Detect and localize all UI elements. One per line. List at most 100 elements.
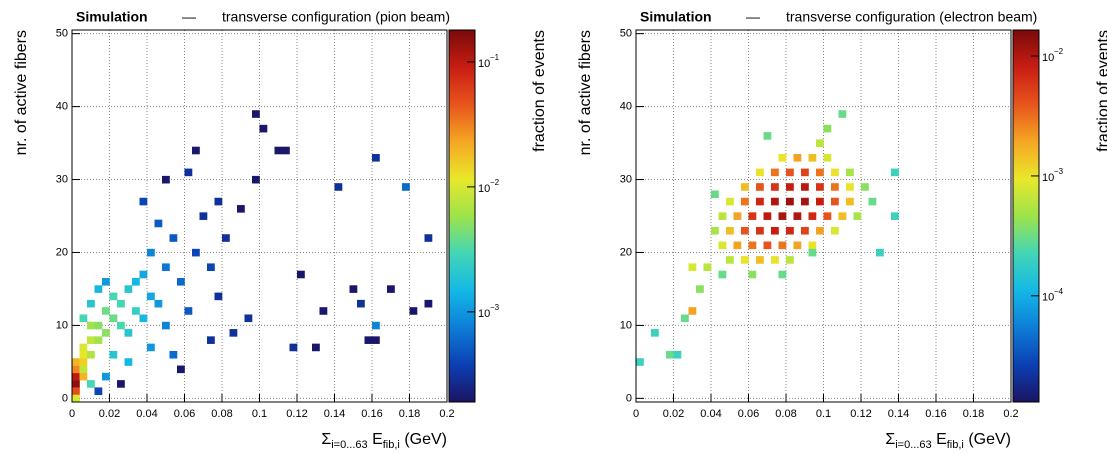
z-tick-label: 10 <box>478 183 490 195</box>
y-tick-label: 50 <box>56 28 68 40</box>
cell <box>372 154 380 162</box>
x-label-part: E <box>932 431 947 448</box>
x-label-subscript: fib,i <box>947 439 964 451</box>
x-label-part: Σ <box>885 431 895 448</box>
cell <box>786 226 794 235</box>
y-tick-label: 0 <box>626 392 632 404</box>
x-label-subscript: i=0...63 <box>895 439 931 451</box>
title-tag: Simulation <box>76 9 148 25</box>
cell <box>771 168 779 177</box>
cell <box>222 234 230 242</box>
cell <box>154 219 163 228</box>
cell <box>778 154 787 162</box>
cell <box>831 168 839 177</box>
cell <box>409 307 418 315</box>
cell <box>868 197 877 206</box>
y-tick-label: 40 <box>620 100 632 112</box>
x-tick-label: 0.06 <box>174 408 195 420</box>
cell <box>79 314 88 323</box>
cell <box>184 168 193 177</box>
cell <box>94 321 103 330</box>
color-bar <box>448 29 476 403</box>
cell <box>79 350 88 359</box>
cell <box>801 226 809 235</box>
cell <box>124 358 133 366</box>
cell <box>831 197 839 206</box>
cell <box>756 183 764 191</box>
cell <box>816 168 824 177</box>
cell <box>357 299 365 308</box>
cell <box>838 110 847 118</box>
x-tick-label: 0.1 <box>252 408 267 420</box>
x-tick-label: 0.08 <box>211 408 232 420</box>
cell <box>117 380 125 388</box>
cell <box>808 241 817 250</box>
cell <box>748 270 757 279</box>
cell <box>72 372 80 381</box>
x-tick-label: 0.18 <box>963 408 984 420</box>
cell <box>688 307 697 315</box>
cell <box>117 299 125 308</box>
cell <box>741 197 749 206</box>
cell <box>87 299 95 308</box>
z-tick-exponent: −3 <box>490 303 500 312</box>
x-tick-label: 0.14 <box>324 408 345 420</box>
cell <box>229 329 238 337</box>
cell <box>756 256 764 264</box>
cell <box>102 372 110 381</box>
cell <box>786 183 794 191</box>
cell <box>681 314 689 323</box>
cell <box>816 139 824 148</box>
cell <box>154 299 163 308</box>
z-tick-label: 10 <box>1042 172 1054 184</box>
cell <box>771 256 779 264</box>
cell <box>891 212 899 220</box>
cell <box>162 263 170 272</box>
x-tick-label: 0.12 <box>286 408 307 420</box>
cell <box>94 387 103 396</box>
y-tick-label: 10 <box>620 319 632 331</box>
cell <box>718 241 727 250</box>
title-separator: — <box>182 9 196 25</box>
cell <box>771 197 779 206</box>
z-tick-label: 10 <box>478 308 490 320</box>
z-tick-label: 10 <box>1042 52 1054 64</box>
z-axis-label: fraction of events <box>1095 30 1107 152</box>
cell <box>169 350 178 359</box>
cell <box>139 197 148 206</box>
y-tick-label: 40 <box>56 100 68 112</box>
cell <box>853 212 862 220</box>
cell <box>726 197 734 206</box>
cell <box>741 226 749 235</box>
cell <box>132 278 140 286</box>
cell <box>778 241 787 250</box>
cell <box>816 226 824 235</box>
x-tick-label: 0.08 <box>775 408 796 420</box>
cell <box>786 168 794 177</box>
cell <box>823 154 832 162</box>
x-tick-label: 0.16 <box>361 408 382 420</box>
cell <box>274 146 283 155</box>
cell <box>372 336 380 344</box>
cell <box>801 197 809 206</box>
cell <box>79 343 88 352</box>
cell <box>102 307 110 315</box>
cell <box>207 336 215 344</box>
cell <box>87 350 95 359</box>
cell <box>79 365 88 374</box>
cell <box>102 329 110 337</box>
cell <box>831 183 839 191</box>
cell <box>771 183 779 191</box>
cell <box>673 350 682 359</box>
z-tick-label: 10 <box>1042 292 1054 304</box>
cell <box>846 168 854 177</box>
cell <box>816 183 824 191</box>
cell <box>162 321 170 330</box>
cell <box>387 285 395 293</box>
cell <box>372 321 380 330</box>
cell <box>793 212 802 220</box>
cell <box>718 212 727 220</box>
cell <box>102 278 110 286</box>
x-tick-label: 0.2 <box>1003 408 1018 420</box>
cell <box>177 365 185 374</box>
